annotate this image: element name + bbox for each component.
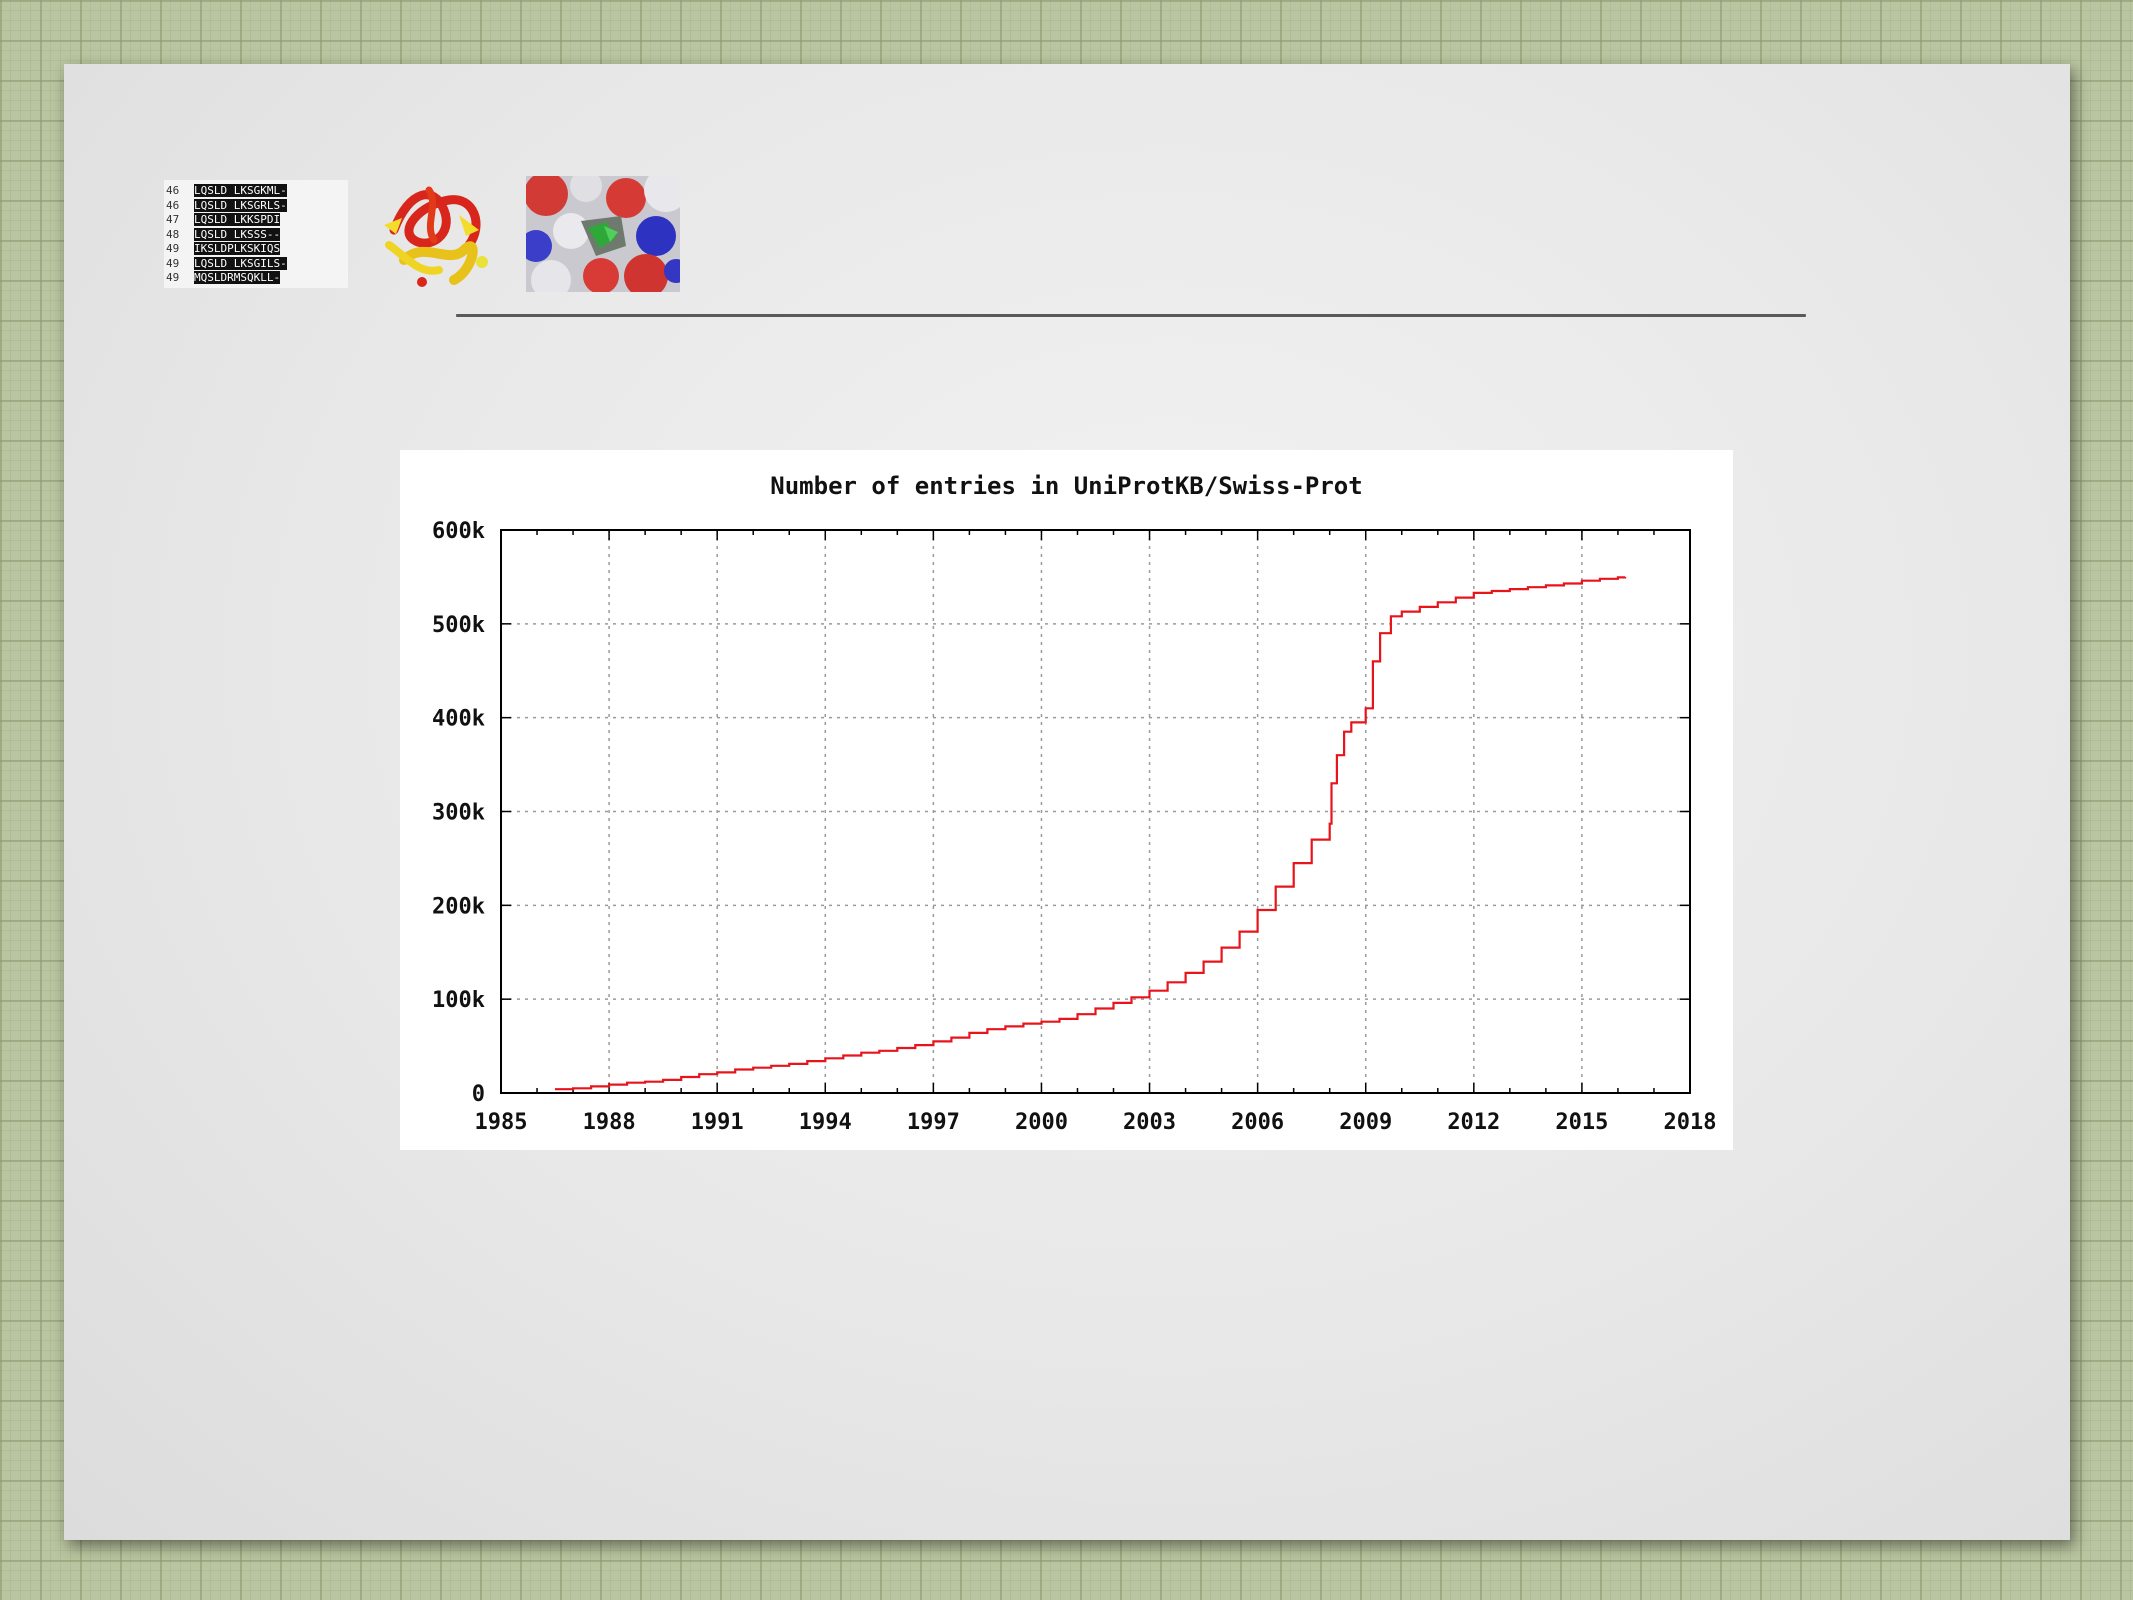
- protein-ribbon-image: [384, 186, 488, 287]
- alignment-row-number: 49: [166, 271, 180, 284]
- plot-frame: [500, 529, 1691, 1094]
- y-tick-label: 100k: [432, 988, 485, 1013]
- sequence-alignment-thumbnail: 46 LQSLD LKSGKML- 46 LQSLD LKSGRLS- 47 LQSLD …: [164, 180, 348, 288]
- x-tick-label: 2012: [1447, 1110, 1500, 1135]
- x-tick-label: 2003: [1123, 1110, 1176, 1135]
- alignment-row: 49 LQSLD LKSGILS-: [166, 256, 346, 270]
- x-tick-label: 2006: [1231, 1110, 1284, 1135]
- chart-title: Number of entries in UniProtKB/Swiss-Pro…: [770, 472, 1363, 500]
- series-line: [555, 576, 1627, 1091]
- protein-surface-thumbnail: [526, 176, 680, 292]
- alignment-row-number: 48: [166, 227, 180, 241]
- alignment-row: 47 LQSLD LKKSPDI: [166, 213, 346, 226]
- alignment-row-number: 46: [166, 198, 180, 212]
- alignment-row-number: 46: [166, 184, 180, 197]
- x-tick-label: 1994: [799, 1110, 852, 1135]
- y-tick-label: 400k: [432, 707, 485, 732]
- protein-ribbon-thumbnail: [374, 170, 496, 296]
- alignment-row-sequence: LQSLD LKSGRLS-: [194, 198, 287, 212]
- x-tick-label: 1985: [475, 1110, 528, 1135]
- alignment-row-sequence: MQSLDRMSQKLL-: [194, 271, 281, 284]
- x-tick-label: 2000: [1015, 1110, 1068, 1135]
- alignment-row-number: 47: [166, 213, 180, 226]
- alignment-row: 48 LQSLD LKSSS--: [166, 227, 346, 241]
- slide: 46 LQSLD LKSGKML- 46 LQSLD LKSGRLS- 47 LQSLD …: [64, 64, 2070, 1540]
- protein-surface-image: [526, 176, 680, 292]
- alignment-row-sequence: LQSLD LKSGKML-: [194, 184, 287, 197]
- alignment-row-number: 49: [166, 242, 180, 255]
- chart-container: Number of entries in UniProtKB/Swiss-Pro…: [400, 450, 1733, 1150]
- alignment-row: 49 MQSLDRMSQKLL-: [166, 271, 346, 284]
- x-tick-label: 2018: [1664, 1110, 1717, 1135]
- y-tick-label: 500k: [432, 613, 485, 638]
- y-tick-label: 600k: [432, 519, 485, 544]
- alignment-row-sequence: IKSLDPLKSKIQS: [194, 242, 281, 255]
- alignment-row: 46 LQSLD LKSGKML-: [166, 184, 346, 197]
- alignment-row-sequence: LQSLD LKSGILS-: [194, 256, 287, 270]
- y-tick-label: 200k: [432, 894, 485, 919]
- alignment-row-sequence: LQSLD LKKSPDI: [194, 213, 281, 226]
- alignment-row-sequence: LQSLD LKSSS--: [194, 227, 281, 241]
- x-tick-label: 1988: [583, 1110, 636, 1135]
- line-chart: 1985 1988 1991 1994 1997 2000 2003 2006 2009 2012…: [432, 519, 1717, 1135]
- alignment-row: 49 IKSLDPLKSKIQS: [166, 242, 346, 255]
- alignment-row: 46 LQSLD LKSGRLS-: [166, 198, 346, 212]
- alignment-row-number: 49: [166, 256, 180, 270]
- x-tick-label: 1991: [691, 1110, 744, 1135]
- y-tick-label: 300k: [432, 801, 485, 826]
- x-tick-label: 1997: [907, 1110, 960, 1135]
- y-tick-label: 0: [472, 1082, 485, 1107]
- x-tick-label: 2015: [1555, 1110, 1608, 1135]
- x-tick-label: 2009: [1339, 1110, 1392, 1135]
- header-rule: [456, 314, 1806, 317]
